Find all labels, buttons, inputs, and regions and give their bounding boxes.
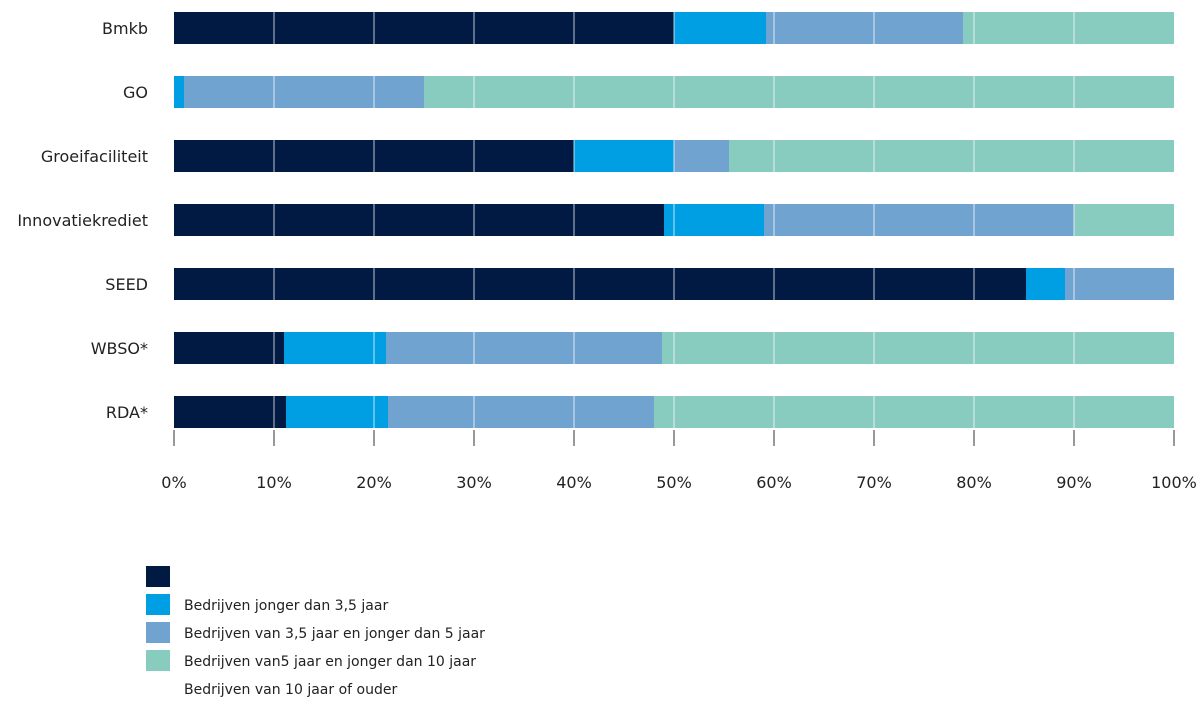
x-tick-label: 80%	[956, 473, 992, 492]
bar-rda--series-4	[654, 396, 1174, 428]
legend: Bedrijven jonger dan 3,5 jaar Bedrijven v…	[146, 566, 485, 698]
bar-innovatiekrediet-series-2	[664, 204, 764, 236]
legend-label: Bedrijven van5 jaar en jonger dan 10 jaa…	[184, 654, 476, 670]
category-label: GO	[123, 83, 148, 102]
bar-groeifaciliteit-series-4	[729, 140, 1174, 172]
bar-innovatiekrediet-series-4	[1074, 204, 1174, 236]
legend-swatch	[146, 650, 170, 671]
bar-groeifaciliteit-series-3	[674, 140, 729, 172]
x-tick-label: 40%	[556, 473, 592, 492]
bar-wbso--series-2	[284, 332, 386, 364]
bar-seed-series-1	[174, 268, 1026, 300]
x-tick-label: 10%	[256, 473, 292, 492]
bar-bmkb-series-1	[174, 12, 674, 44]
bar-wbso--series-3	[386, 332, 662, 364]
bar-wbso--series-4	[662, 332, 1174, 364]
bar-wbso--series-1	[174, 332, 284, 364]
bar-go-series-2	[174, 76, 184, 108]
bars-layer	[174, 12, 1174, 428]
category-label: RDA*	[106, 403, 148, 422]
bar-innovatiekrediet-series-3	[764, 204, 1074, 236]
x-tick-label: 50%	[656, 473, 692, 492]
bar-rda--series-1	[174, 396, 286, 428]
x-tick-label: 70%	[856, 473, 892, 492]
bar-go-series-3	[184, 76, 424, 108]
bar-bmkb-series-4	[963, 12, 1174, 44]
x-axis: 0% 10% 20% 30% 40% 50% 60% 70% 80% 90% 100%	[161, 430, 1197, 492]
x-tick-label: 0%	[161, 473, 186, 492]
legend-label: Bedrijven van 3,5 jaar en jonger dan 5 j…	[184, 626, 485, 642]
category-label: WBSO*	[91, 339, 148, 358]
x-tick-label: 20%	[356, 473, 392, 492]
gridlines-layer	[273, 0, 1075, 430]
bar-groeifaciliteit-series-2	[574, 140, 674, 172]
x-tick-label: 90%	[1056, 473, 1092, 492]
category-label: Groeifaciliteit	[41, 147, 148, 166]
bar-seed-series-3	[1065, 268, 1174, 300]
bar-rda--series-2	[286, 396, 388, 428]
legend-swatch	[146, 622, 170, 643]
x-tick-label: 100%	[1151, 473, 1197, 492]
legend-label: Bedrijven jonger dan 3,5 jaar	[184, 598, 388, 614]
bar-bmkb-series-2	[674, 12, 766, 44]
bar-innovatiekrediet-series-1	[174, 204, 664, 236]
legend-label: Bedrijven van 10 jaar of ouder	[184, 682, 397, 698]
bar-bmkb-series-3	[766, 12, 963, 44]
legend-swatch	[146, 566, 170, 587]
bar-go-series-4	[424, 76, 1174, 108]
category-label: Innovatiekrediet	[17, 211, 148, 230]
x-tick-label: 60%	[756, 473, 792, 492]
bar-seed-series-2	[1026, 268, 1065, 300]
x-tick-label: 30%	[456, 473, 492, 492]
category-label: SEED	[105, 275, 148, 294]
category-labels: Bmkb GO Groeifaciliteit Innovatiekrediet SEE…	[17, 19, 148, 422]
legend-swatch	[146, 594, 170, 615]
bar-rda--series-3	[388, 396, 654, 428]
category-label: Bmkb	[102, 19, 148, 38]
